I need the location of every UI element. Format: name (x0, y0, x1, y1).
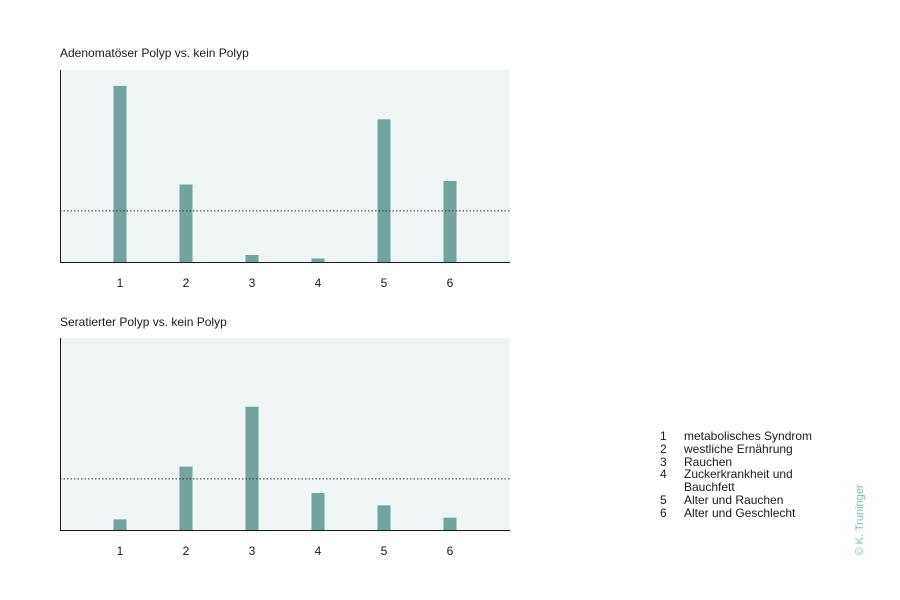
legend-number: 6 (660, 505, 667, 520)
x-tick-label: 3 (249, 544, 256, 558)
x-tick-label: 2 (183, 544, 190, 558)
legend-item: 3 Rauchen (660, 454, 840, 469)
legend-label: metabolisches Syndrom (684, 429, 813, 443)
legend-number: 4 (660, 467, 667, 482)
legend-number: 3 (660, 454, 667, 469)
legend-item: 6 Alter und Geschlecht (660, 505, 840, 520)
bar (377, 119, 391, 262)
legend-item: 5 Alter und Rauchen (660, 494, 840, 507)
legend-label: westliche Ernährung (684, 441, 793, 456)
legend: 1 metabolisches Syndrom 2 westliche Ernä… (660, 430, 840, 520)
x-tick-label: 1 (117, 276, 124, 290)
bar (311, 258, 325, 262)
bar (113, 85, 127, 262)
x-tick-label: 6 (447, 276, 454, 290)
bar (179, 184, 193, 262)
x-tick-label: 4 (315, 276, 322, 290)
x-tick-label: 3 (249, 276, 256, 290)
x-tick-label: 4 (315, 544, 322, 558)
x-tick-label: 5 (381, 276, 388, 290)
legend-item: 2 westliche Ernährung (660, 441, 840, 456)
legend-number: 5 (660, 492, 667, 507)
bar (311, 493, 325, 530)
chart-title-adenomatous: Adenomatöser Polyp vs. kein Polyp (60, 46, 249, 60)
plot-area (60, 70, 510, 262)
x-tick-label: 6 (447, 544, 454, 558)
bar (377, 505, 391, 530)
bar (113, 519, 127, 530)
copyright-notice: © K. Truninger (854, 484, 866, 556)
x-tick-label: 1 (117, 544, 124, 558)
legend-label: Zuckerkrankheit und Bauchfett (684, 467, 793, 495)
bar (443, 517, 457, 530)
bar (443, 180, 457, 262)
bar (179, 466, 193, 530)
plot-area (60, 338, 510, 530)
legend-label: Alter und Rauchen (684, 492, 784, 507)
legend-number: 1 (660, 429, 667, 443)
bar-chart-serrated: 1 2 3 4 5 6 (60, 338, 510, 558)
legend-label: Rauchen (684, 454, 733, 469)
legend-label: Alter und Geschlecht (684, 505, 796, 520)
chart-title-serrated: Seratierter Polyp vs. kein Polyp (60, 315, 227, 329)
legend-item: 1 metabolisches Syndrom (660, 430, 840, 443)
x-tick-label: 5 (381, 544, 388, 558)
bar (245, 406, 259, 530)
legend-item: 4 Zuckerkrankheit und Bauchfett (660, 468, 840, 494)
bar (245, 254, 259, 262)
bar-chart-adenomatous: 1 2 3 4 5 6 (60, 70, 510, 290)
legend-number: 2 (660, 441, 667, 456)
x-tick-label: 2 (183, 276, 190, 290)
